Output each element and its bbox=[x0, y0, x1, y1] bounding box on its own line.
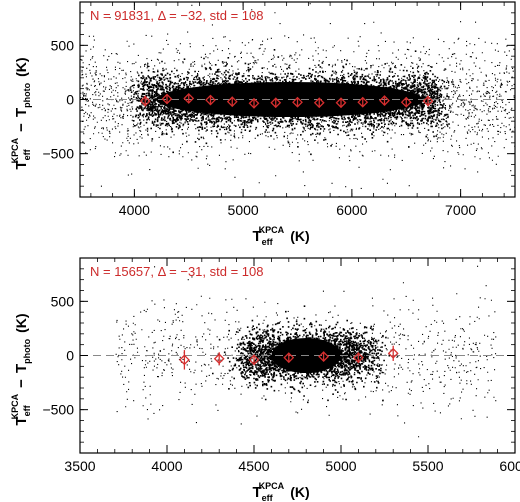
bottom-y-label-sup1: KPCA bbox=[10, 393, 20, 419]
bottom-x-label-unit: (K) bbox=[290, 484, 309, 500]
bottom-x-axis-label: Teff KPCA (K) bbox=[253, 481, 310, 502]
bottom-y-tick-label-1: 0 bbox=[66, 348, 74, 364]
top-y-tick-label-2: 500 bbox=[51, 37, 75, 53]
top-mean-marker-3 bbox=[205, 94, 216, 106]
bottom-x-label-sup: KPCA bbox=[259, 481, 285, 491]
bottom-x-tick-label-1: 4000 bbox=[151, 458, 182, 474]
top-mean-marker-6 bbox=[270, 97, 282, 109]
top-mean-marker-13 bbox=[422, 95, 434, 107]
bottom-x-tick-label-0: 3500 bbox=[64, 458, 95, 474]
top-x-tick-label-0: 4000 bbox=[119, 202, 150, 218]
top-mean-marker-10 bbox=[357, 96, 369, 108]
top-mean-marker-2 bbox=[183, 92, 195, 104]
top-mean-marker-1 bbox=[161, 93, 173, 105]
top-mean-marker-5 bbox=[248, 97, 260, 109]
bottom-x-tick-label-4: 5500 bbox=[412, 458, 443, 474]
top-y-tick-label-0: −500 bbox=[42, 146, 74, 162]
bottom-panel: 3500 4000 4500 5000 5500 6000 −500 0 500 N = 156… bbox=[10, 257, 520, 502]
top-y-label-main2: T bbox=[13, 108, 30, 117]
top-y-axis-label: TeffKPCA − Tphoto (K) bbox=[10, 57, 32, 169]
top-x-tick-label-3: 7000 bbox=[445, 202, 476, 218]
top-x-tick-label-2: 6000 bbox=[336, 202, 367, 218]
bottom-annotation: N = 15657, Δ = −31, std = 108 bbox=[90, 264, 263, 279]
top-mean-marker-8 bbox=[313, 97, 325, 109]
bottom-y-axis-label: TeffKPCA − Tphoto (K) bbox=[10, 313, 32, 425]
top-annotation: N = 91831, Δ = −32, std = 108 bbox=[90, 8, 263, 23]
top-y-label-op: − bbox=[13, 123, 30, 132]
top-y-label-sup1: KPCA bbox=[10, 137, 20, 163]
top-y-label-main1: T bbox=[13, 160, 30, 169]
bottom-binned-means bbox=[178, 345, 399, 370]
top-mean-marker-4 bbox=[226, 96, 238, 108]
bottom-x-tick-label-5: 6000 bbox=[499, 458, 520, 474]
bottom-mean-marker-0 bbox=[178, 354, 190, 366]
top-mean-marker-7 bbox=[292, 96, 303, 108]
top-binned-means bbox=[139, 92, 434, 109]
bottom-y-tick-label-0: −500 bbox=[42, 402, 74, 418]
bottom-mean-marker-6 bbox=[387, 347, 399, 359]
top-x-label-sub: eff bbox=[262, 237, 274, 247]
bottom-y-label-sub1: eff bbox=[22, 404, 32, 416]
bottom-x-label-sub: eff bbox=[262, 493, 274, 502]
top-ticks: 4000 5000 6000 7000 −500 0 500 bbox=[42, 2, 515, 218]
top-x-label-main: T bbox=[253, 228, 262, 245]
top-panel: 4000 5000 6000 7000 −500 0 500 N = 91831, Δ = … bbox=[10, 1, 516, 247]
top-x-label-sup: KPCA bbox=[259, 225, 285, 235]
top-y-label-sub2: photo bbox=[22, 82, 32, 107]
bottom-y-label-sub2: photo bbox=[22, 338, 32, 363]
top-x-label-unit: (K) bbox=[290, 228, 309, 244]
bottom-y-label-main1: T bbox=[13, 416, 30, 425]
bottom-x-tick-label-3: 5000 bbox=[325, 458, 356, 474]
top-x-axis-label: Teff KPCA (K) bbox=[253, 225, 310, 247]
top-y-label-sub1: eff bbox=[22, 148, 32, 160]
bottom-y-label-main2: T bbox=[13, 364, 30, 373]
bottom-ticks: 3500 4000 4500 5000 5500 6000 −500 0 500 bbox=[42, 258, 520, 474]
top-y-tick-label-1: 0 bbox=[66, 92, 74, 108]
bottom-mean-marker-2 bbox=[248, 354, 260, 366]
top-y-label-unit: (K) bbox=[13, 57, 29, 76]
top-mean-marker-11 bbox=[379, 95, 390, 107]
bottom-x-tick-label-2: 4500 bbox=[238, 458, 269, 474]
bottom-mean-marker-5 bbox=[352, 352, 364, 364]
top-scatter-cloud bbox=[80, 3, 515, 197]
bottom-scatter-points bbox=[115, 265, 497, 438]
top-mean-marker-0 bbox=[139, 95, 151, 107]
top-mean-marker-9 bbox=[335, 97, 347, 109]
bottom-mean-marker-1 bbox=[213, 353, 225, 365]
bottom-y-label-op: − bbox=[13, 379, 30, 388]
top-x-tick-label-1: 5000 bbox=[228, 202, 259, 218]
top-mean-marker-12 bbox=[400, 96, 412, 108]
bottom-mean-marker-3 bbox=[283, 352, 295, 364]
bottom-x-label-main: T bbox=[253, 484, 262, 501]
bottom-mean-marker-4 bbox=[318, 351, 330, 363]
bottom-y-label-unit: (K) bbox=[13, 313, 29, 332]
bottom-y-tick-label-2: 500 bbox=[51, 293, 75, 309]
